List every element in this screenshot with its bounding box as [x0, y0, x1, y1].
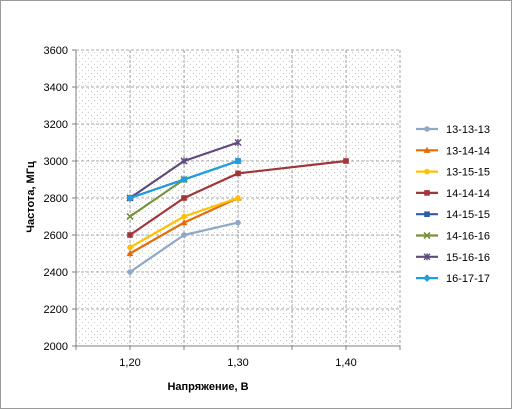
y-tick-label: 2400: [44, 267, 68, 279]
legend-marker: [424, 168, 430, 175]
y-tick-label: 2000: [44, 341, 68, 353]
series-13-13-13: [127, 219, 241, 275]
y-axis-title: Частота, МГц: [25, 161, 37, 233]
legend-item: 14-16-16: [416, 231, 490, 243]
legend-marker: [423, 253, 431, 261]
data-point: [181, 195, 187, 201]
x-tick-label: 1,30: [227, 357, 248, 369]
legend-marker: [423, 274, 431, 282]
legend-label: 14-16-16: [446, 231, 490, 243]
series-line: [129, 159, 347, 236]
data-point: [127, 244, 133, 251]
data-point: [180, 157, 188, 165]
legend: 13-13-13 13-14-14 13-15-15 14-14-14 14-15-15…: [416, 124, 490, 285]
series-16-17-17: [126, 157, 242, 202]
y-tick-label: 3400: [44, 82, 68, 94]
legend-marker: [423, 146, 431, 153]
legend-label: 14-15-15: [446, 209, 490, 221]
legend-item: 13-15-15: [416, 167, 490, 179]
data-point: [126, 194, 134, 202]
legend-item: 15-16-16: [416, 252, 490, 264]
x-tick-label: 1,40: [335, 357, 356, 369]
legend-item: 13-13-13: [416, 124, 490, 136]
data-point: [234, 157, 242, 165]
data-point: [127, 232, 133, 238]
legend-item: 16-17-17: [416, 273, 490, 285]
legend-marker: [424, 126, 430, 132]
data-point: [180, 219, 188, 226]
series-14-14-14: [127, 158, 349, 238]
legend-label: 13-14-14: [446, 145, 490, 157]
data-point: [235, 195, 241, 201]
series-line: [129, 178, 185, 218]
legend-label: 13-15-15: [446, 167, 490, 179]
legend-marker: [424, 211, 430, 217]
data-point: [180, 175, 188, 184]
data-point: [235, 170, 241, 177]
legend-marker: [423, 231, 431, 240]
y-tick-label: 2600: [44, 230, 68, 242]
legend-item: 13-14-14: [416, 145, 490, 157]
data-point: [127, 269, 133, 275]
legend-label: 16-17-17: [446, 273, 490, 285]
data-point: [343, 158, 349, 164]
data-point: [181, 213, 187, 220]
data-point: [126, 249, 134, 257]
y-tick-label: 3000: [44, 156, 68, 168]
series-13-15-15: [127, 195, 241, 251]
y-tick-label: 2200: [44, 304, 68, 316]
legend-label: 13-13-13: [446, 124, 490, 136]
legend-item: 14-14-14: [416, 188, 490, 200]
data-point: [234, 139, 242, 146]
data-point: [126, 212, 134, 221]
data-point: [181, 232, 187, 238]
legend-marker: [424, 190, 430, 196]
x-tick-label: 1,20: [119, 357, 140, 369]
y-tick-label: 3200: [44, 119, 68, 131]
legend-item: 14-15-15: [416, 209, 490, 221]
y-tick-label: 3600: [44, 45, 68, 57]
data-point: [235, 219, 241, 226]
legend-label: 15-16-16: [446, 252, 490, 264]
y-tick-label: 2800: [44, 193, 68, 205]
x-axis-title: Напряжение, В: [167, 381, 248, 393]
legend-label: 14-14-14: [446, 188, 490, 200]
